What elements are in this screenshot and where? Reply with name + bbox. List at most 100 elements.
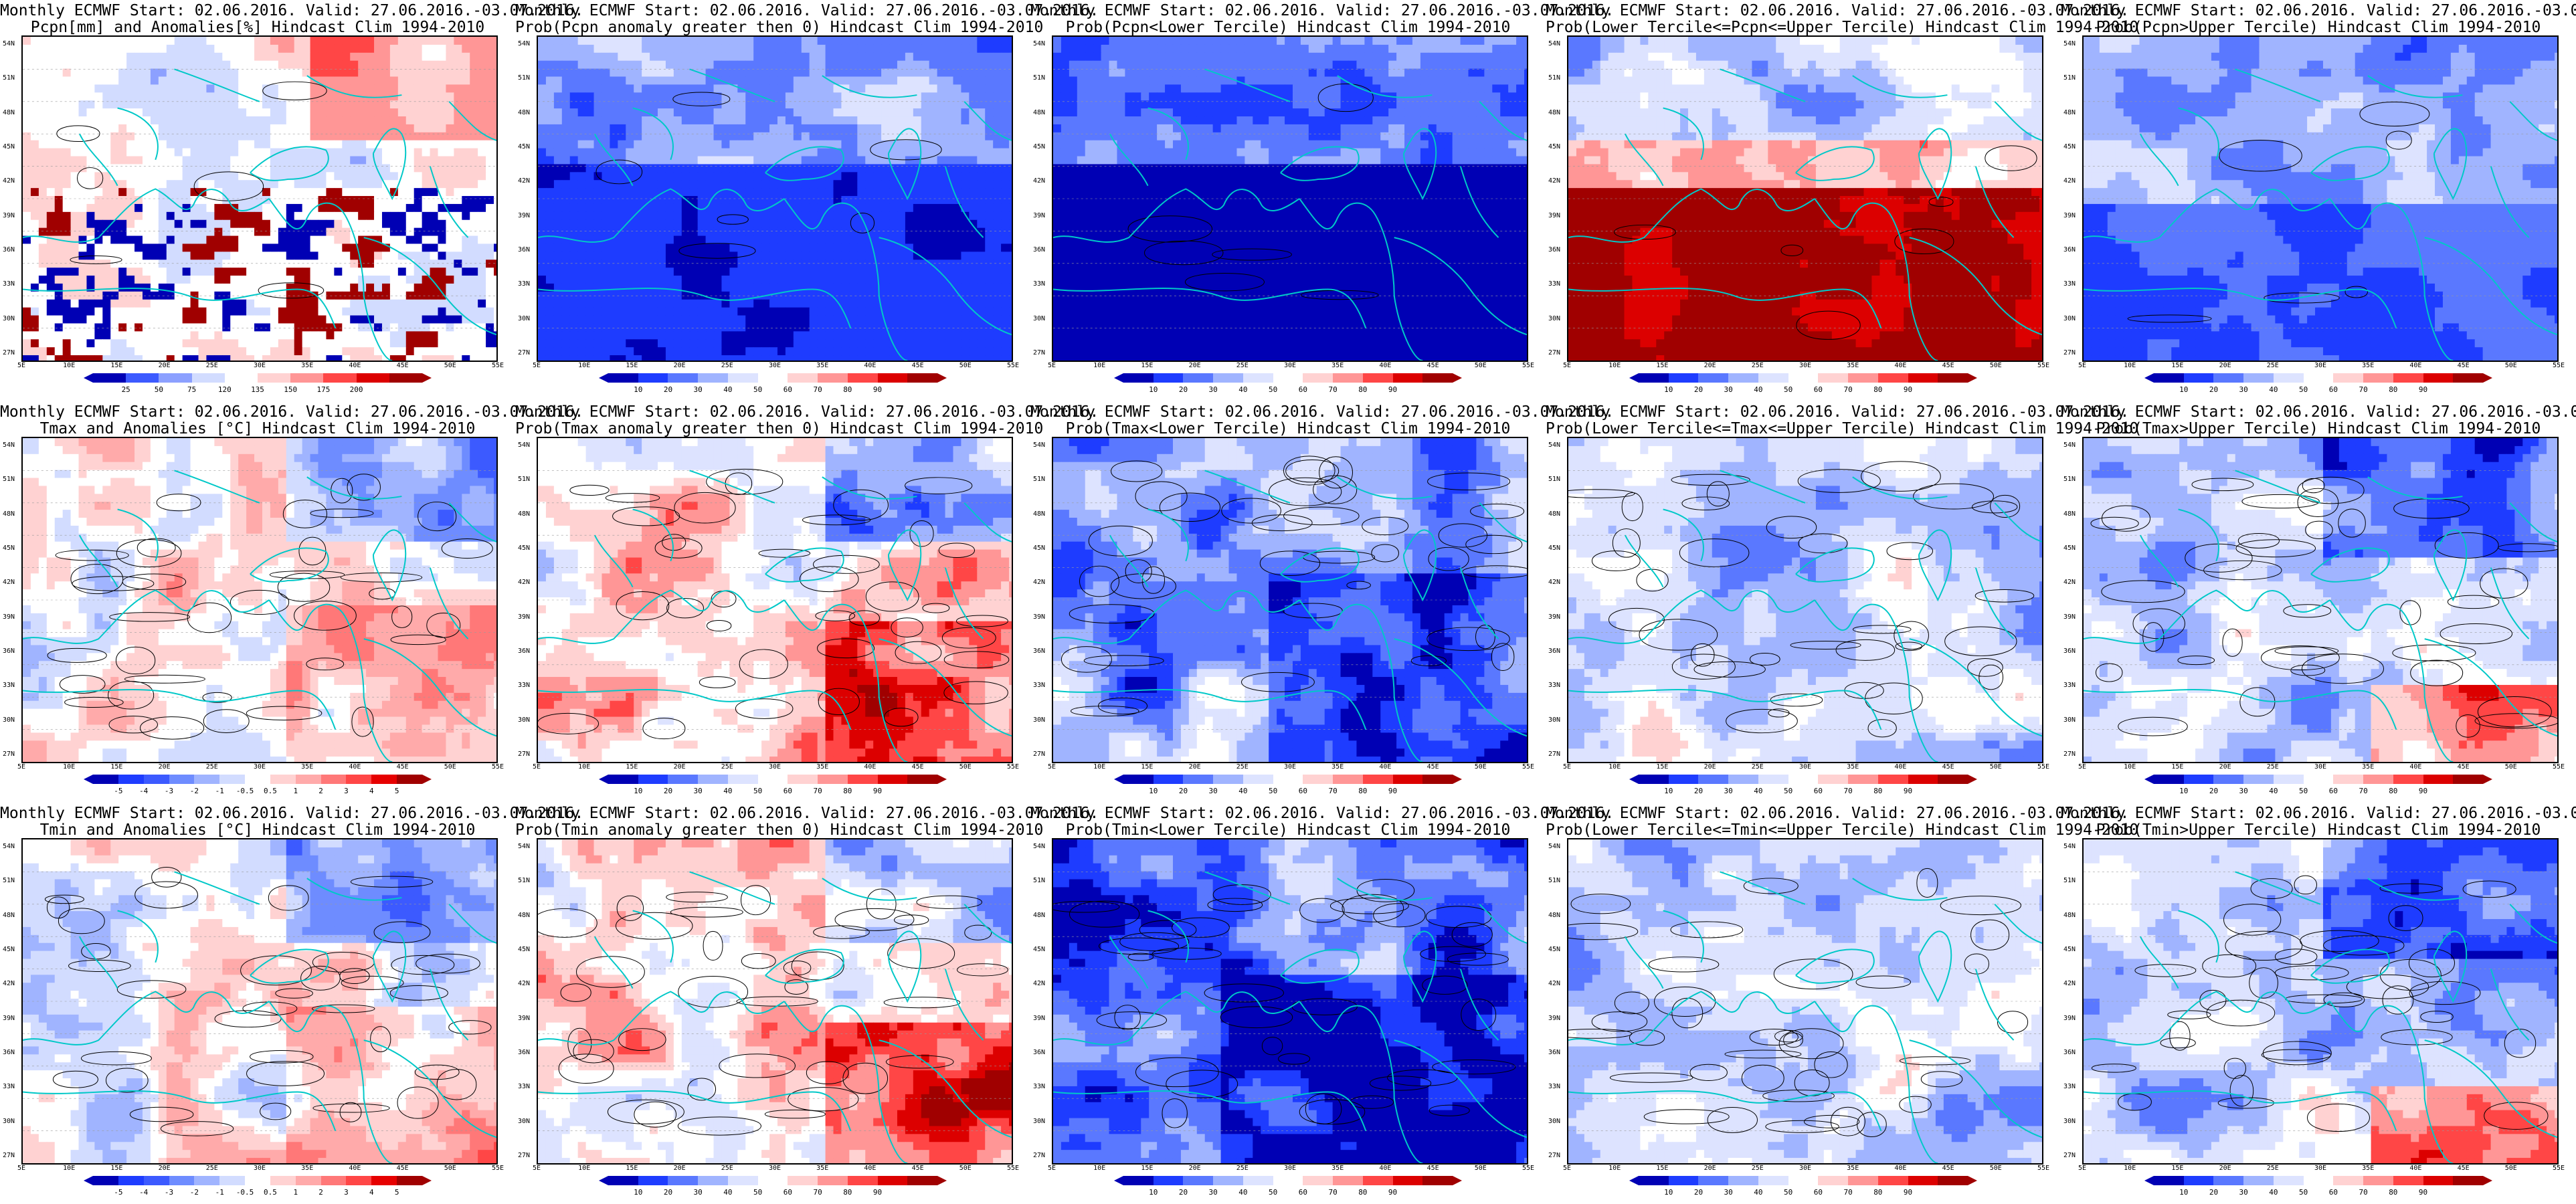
scale-tick-label: -1 <box>215 787 224 795</box>
scale-arrow-left <box>599 775 608 784</box>
latitude-label: 30N <box>1548 315 1560 322</box>
color-scale-bar <box>599 775 947 784</box>
scale-tick-label: 40 <box>1238 385 1247 394</box>
scale-tick-label: 70 <box>2359 1188 2367 1197</box>
longitude-label: 50E <box>1990 763 2002 771</box>
scale-tick-label: 90 <box>873 1188 882 1197</box>
map-field <box>23 839 496 1163</box>
scale-tick-label: 30 <box>694 787 703 795</box>
longitude-label: 35E <box>1331 763 1344 771</box>
scale-arrow-right <box>1968 373 1978 383</box>
scale-tick-label: 30 <box>2239 1188 2248 1197</box>
coastline <box>1720 871 1948 905</box>
coastline <box>23 1090 337 1131</box>
longitude-label: 50E <box>2505 362 2517 369</box>
scale-swatch <box>1938 775 1968 784</box>
coastline <box>1109 910 1189 989</box>
latitude-label: 30N <box>3 1118 15 1125</box>
longitude-label: 5E <box>533 763 541 771</box>
scale-arrow-right <box>2483 775 2493 784</box>
scale-swatch <box>907 1176 938 1185</box>
panel-subtitle: Prob(Pcpn<Lower Tercile) Hindcast Clim 1… <box>1030 19 1546 36</box>
map-field <box>1568 37 2042 361</box>
latitude-label: 30N <box>1548 716 1560 724</box>
coastline <box>1625 910 1704 989</box>
scale-tick-label: 60 <box>1299 1188 1307 1197</box>
scale-swatch <box>698 1176 728 1185</box>
longitude-label: 35E <box>816 763 828 771</box>
latitude-label: 48N <box>518 109 530 116</box>
longitude-label: 15E <box>110 362 122 369</box>
coastline <box>268 198 393 361</box>
longitude-label: 5E <box>1048 362 1056 369</box>
scale-tick-label: 50 <box>753 1188 762 1197</box>
scale-tick-label: 90 <box>1904 1188 1912 1197</box>
scale-tick-label: 60 <box>1299 385 1307 394</box>
latitude-label: 33N <box>1548 682 1560 689</box>
scale-tick-label: 70 <box>2359 385 2367 394</box>
scale-tick-label: 90 <box>873 787 882 795</box>
longitude-label: 45E <box>1942 362 1954 369</box>
latitude-label: 54N <box>1548 441 1560 449</box>
scale-tick-label: 30 <box>1724 787 1733 795</box>
latitude-label: 51N <box>1033 877 1045 884</box>
scale-tick-label: 10 <box>1149 787 1158 795</box>
coastline <box>2140 508 2219 588</box>
longitude-label: 5E <box>2078 362 2086 369</box>
coastline <box>538 589 785 644</box>
coastline <box>879 1039 1012 1138</box>
longitude-label: 40E <box>1379 362 1391 369</box>
scale-tick-label: 30 <box>694 385 703 394</box>
longitude-label: 55E <box>1522 763 1534 771</box>
panel-title: Monthly ECMWF Start: 02.06.2016. Valid: … <box>1030 404 1614 421</box>
scale-arrow-left <box>2144 1176 2154 1185</box>
scale-swatch <box>638 775 668 784</box>
panel-subtitle: Pcpn[mm] and Anomalies[%] Hindcast Clim … <box>0 19 515 36</box>
scale-swatch <box>1123 1176 1154 1185</box>
scale-swatch <box>727 373 758 383</box>
color-scale-bar <box>84 775 432 784</box>
scale-tick-label: -5 <box>114 787 122 795</box>
latitude-label: 51N <box>1033 74 1045 82</box>
forecast-map <box>2082 35 2559 362</box>
longitude-label: 25E <box>1752 763 1764 771</box>
longitude-label: 10E <box>1093 362 1105 369</box>
contour-lines <box>1568 868 2029 1138</box>
scale-tick-label: 20 <box>664 1188 672 1197</box>
latitude-label: 42N <box>1033 980 1045 987</box>
scale-tick-label: 10 <box>1664 787 1673 795</box>
forecast-map <box>1052 838 1528 1165</box>
scale-swatch <box>2273 775 2304 784</box>
scale-swatch <box>1728 1176 1758 1185</box>
scale-tick-label: 30 <box>2239 787 2248 795</box>
longitude-label: 20E <box>159 362 171 369</box>
map-panel: Monthly ECMWF Start: 02.06.2016. Valid: … <box>0 0 583 401</box>
scale-tick-label: 60 <box>2329 385 2338 394</box>
longitude-label: 25E <box>2267 362 2279 369</box>
latitude-label: 27N <box>1033 1152 1045 1159</box>
scale-arrow-right <box>2483 373 2493 383</box>
coastline <box>594 910 674 989</box>
latitude-label: 39N <box>2063 613 2076 621</box>
scale-swatch <box>638 373 668 383</box>
scale-swatch <box>2393 775 2423 784</box>
scale-tick-label: 50 <box>155 385 163 394</box>
coastline <box>1814 198 1938 361</box>
coastline <box>1053 589 1300 644</box>
coastline <box>1795 146 1875 181</box>
scale-tick-label: 80 <box>1358 787 1367 795</box>
longitude-label: 40E <box>2409 763 2421 771</box>
scale-arrow-left <box>2144 373 2154 383</box>
map-panel: Monthly ECMWF Start: 02.06.2016. Valid: … <box>2061 401 2576 803</box>
scale-tick-label: 70 <box>813 1188 822 1197</box>
scale-swatch <box>2363 1176 2393 1185</box>
latitude-label: 39N <box>1033 212 1045 219</box>
latitude-label: 30N <box>518 315 530 322</box>
scale-tick-label: 60 <box>784 1188 792 1197</box>
longitude-label: 55E <box>492 362 504 369</box>
longitude-label: 50E <box>444 763 456 771</box>
scale-tick-label: 50 <box>1784 1188 1792 1197</box>
scale-swatch <box>1818 775 1849 784</box>
latitude-label: 33N <box>2063 280 2076 288</box>
coastline <box>887 128 922 201</box>
